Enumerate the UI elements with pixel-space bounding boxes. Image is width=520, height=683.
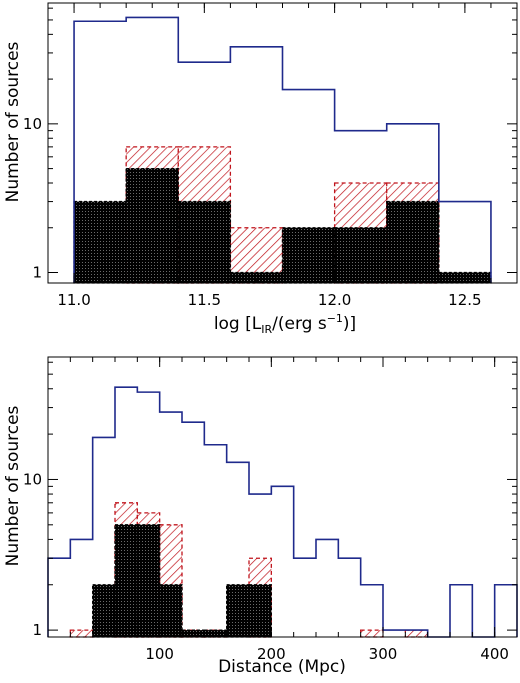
- x-tick-label: 300: [369, 645, 398, 663]
- x-axis-title-post: )]: [343, 314, 356, 334]
- x-axis-title: log [LIR/(erg s−1)]: [214, 312, 356, 336]
- hatched-bar: [404, 629, 429, 638]
- y-tick-label: 1: [32, 621, 42, 639]
- x-tick-label: 400: [480, 645, 509, 663]
- x-tick-label: 200: [257, 645, 286, 663]
- filled-bar: [159, 584, 183, 638]
- x-tick-label: 11.5: [188, 291, 221, 309]
- filled-bar: [125, 167, 179, 284]
- x-tick-label: 11.0: [57, 291, 90, 309]
- x-tick-label: 12.5: [448, 291, 481, 309]
- x-tick-labels: 11.0 11.5 12.0 12.5: [57, 291, 481, 309]
- filled-bar: [177, 200, 232, 284]
- hatched-bar: [360, 629, 384, 638]
- distance-histogram-panel: Number of sources 100 200 300 400 1 10 Dista…: [3, 356, 518, 677]
- axis-ticks: [47, 3, 518, 283]
- filled-bar: [73, 200, 127, 284]
- x-axis-title-pre: log [L: [214, 314, 262, 334]
- x-axis-title-subscript: IR: [261, 323, 272, 336]
- x-tick-labels: 100 200 300 400: [145, 645, 509, 663]
- plot-frame: [47, 356, 518, 638]
- x-tick-label: 12.0: [318, 291, 351, 309]
- filled-bar: [248, 584, 272, 638]
- histogram-marks: [73, 16, 492, 284]
- filled-bar: [136, 524, 161, 638]
- filled-bar: [92, 584, 116, 638]
- plot-area: [47, 356, 518, 638]
- luminosity-histogram-panel: Number of sources 11.0 11.5 12.0 12.5 1 10 l…: [3, 2, 518, 336]
- filled-bar: [281, 227, 336, 284]
- step-outline-series: [73, 16, 492, 283]
- x-axis-title-mid: /(erg s: [272, 314, 327, 334]
- filled-bar: [181, 629, 205, 638]
- hatched-bar: [69, 629, 94, 638]
- plot-area: [47, 2, 518, 284]
- y-axis-title: Number of sources: [3, 405, 23, 566]
- filled-bar: [226, 584, 250, 638]
- filled-bar: [203, 629, 228, 638]
- y-tick-labels: 1 10: [23, 115, 42, 282]
- x-tick-label: 100: [145, 645, 174, 663]
- filled-bar: [386, 200, 440, 284]
- filled-bar: [333, 227, 388, 284]
- y-tick-label: 1: [32, 264, 42, 282]
- y-axis-title: Number of sources: [3, 41, 23, 202]
- y-tick-labels: 1 10: [23, 470, 42, 639]
- x-axis-title-superscript: −1: [327, 312, 343, 325]
- y-tick-label: 10: [23, 115, 42, 133]
- x-axis-title: Distance (Mpc): [218, 657, 346, 677]
- histogram-marks: [47, 386, 518, 638]
- filled-bar: [114, 524, 138, 638]
- plot-frame: [47, 2, 518, 284]
- y-tick-label: 10: [23, 470, 42, 488]
